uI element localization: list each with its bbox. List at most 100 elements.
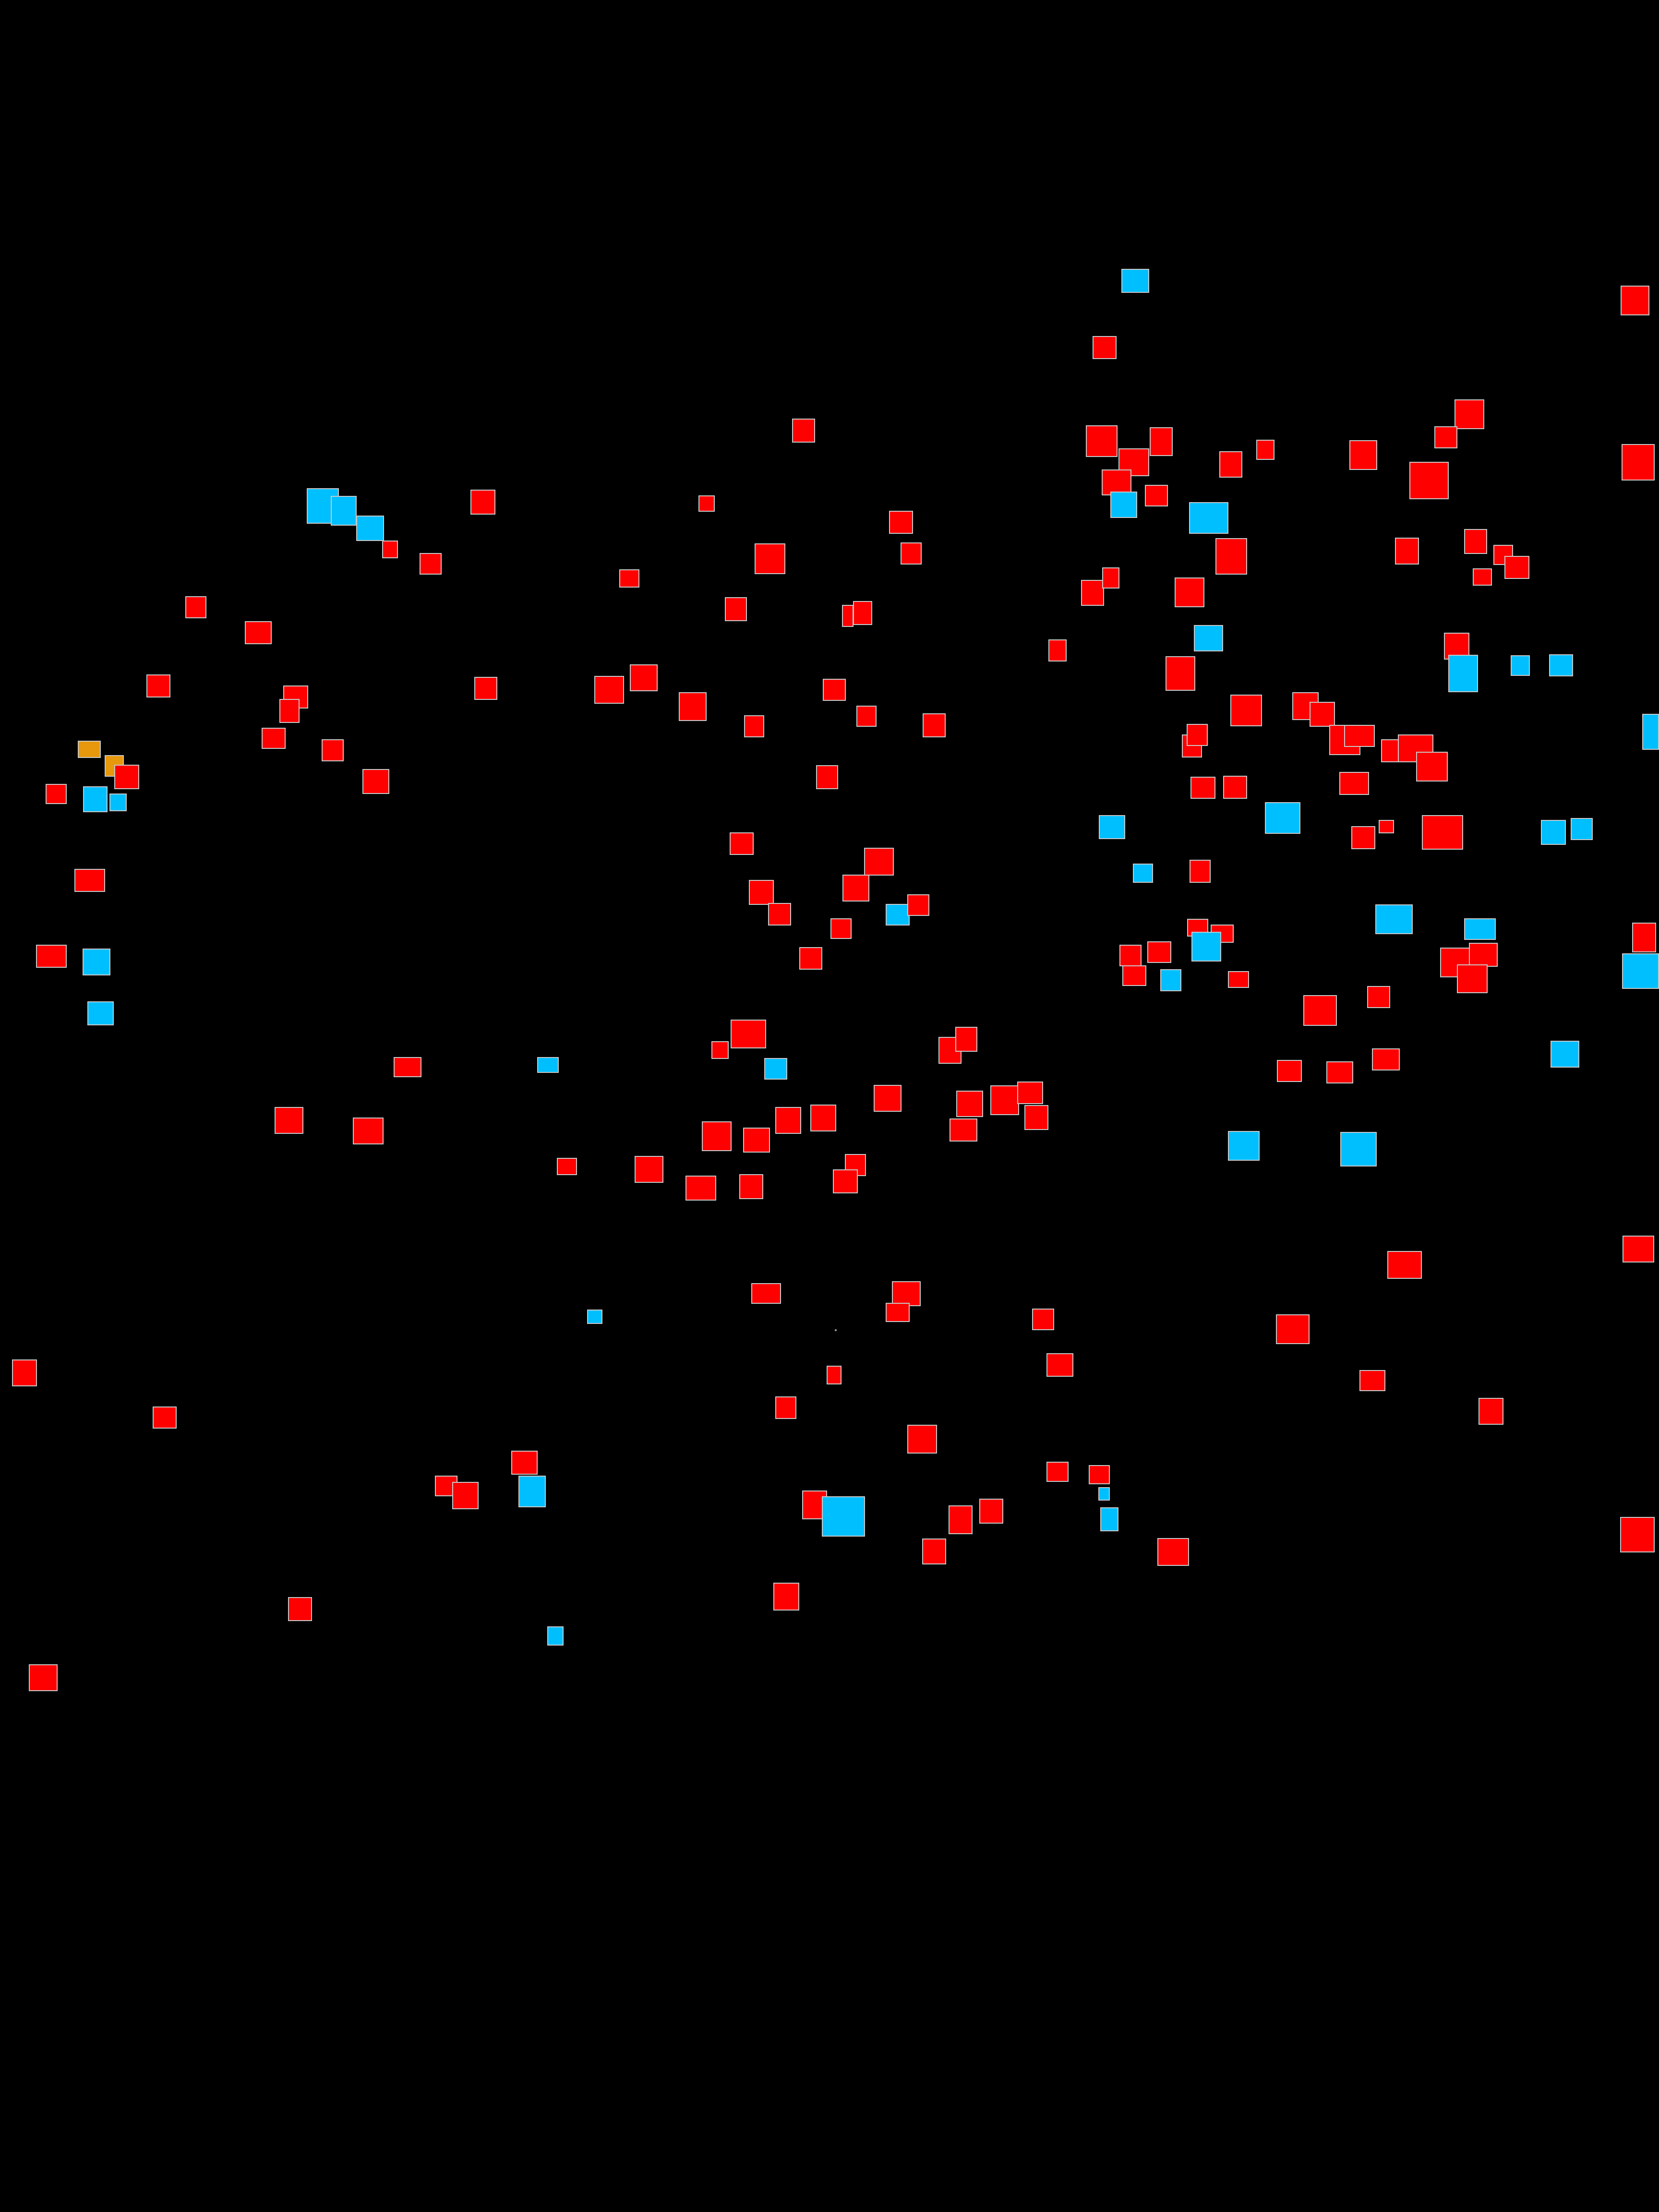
- red-detection-box: [1367, 986, 1390, 1008]
- red-detection-box: [382, 541, 398, 558]
- red-detection-box: [394, 1057, 421, 1077]
- red-detection-box: [679, 692, 707, 721]
- red-detection-box: [1230, 695, 1262, 726]
- red-detection-box: [1190, 860, 1211, 883]
- cyan-detection-box: [1571, 818, 1593, 840]
- red-detection-box: [146, 674, 170, 697]
- red-detection-box: [1175, 577, 1204, 607]
- red-detection-box: [288, 1597, 312, 1621]
- red-detection-box: [755, 543, 785, 574]
- red-detection-box: [353, 1118, 384, 1144]
- red-detection-box: [275, 1107, 303, 1134]
- red-detection-box: [1086, 425, 1118, 457]
- red-detection-box: [557, 1158, 577, 1175]
- cyan-detection-box: [1100, 1507, 1118, 1531]
- cyan-detection-box: [1189, 502, 1228, 534]
- red-detection-box: [1464, 529, 1487, 554]
- red-detection-box: [979, 1499, 1003, 1524]
- cyan-detection-box: [83, 949, 110, 975]
- red-detection-box: [511, 1451, 538, 1475]
- red-detection-box: [827, 1366, 842, 1384]
- red-detection-box: [901, 542, 922, 565]
- red-detection-box: [1469, 943, 1498, 967]
- red-detection-box: [1504, 556, 1529, 579]
- red-detection-box: [1046, 1462, 1069, 1482]
- red-detection-box: [1395, 538, 1419, 565]
- red-detection-box: [153, 1407, 177, 1429]
- red-detection-box: [1622, 444, 1655, 481]
- red-detection-box: [1351, 826, 1375, 849]
- red-detection-box: [1187, 724, 1208, 746]
- red-detection-box: [990, 1085, 1019, 1115]
- cyan-detection-box: [1448, 655, 1478, 692]
- red-detection-box: [744, 715, 764, 737]
- red-detection-box: [1157, 1538, 1189, 1566]
- red-detection-box: [1024, 1105, 1048, 1130]
- red-detection-box: [1303, 995, 1337, 1026]
- red-detection-box: [1276, 1314, 1310, 1344]
- red-detection-box: [768, 903, 791, 926]
- cyan-detection-box: [87, 1001, 114, 1025]
- red-detection-box: [1147, 941, 1171, 963]
- red-detection-box: [470, 490, 495, 515]
- cyan-detection-box: [1642, 714, 1659, 750]
- red-detection-box: [1473, 568, 1492, 586]
- red-detection-box: [1479, 1398, 1503, 1425]
- red-detection-box: [842, 605, 854, 627]
- red-detection-box: [1379, 820, 1394, 833]
- red-detection-box: [775, 1107, 801, 1134]
- red-detection-box: [1032, 1309, 1054, 1330]
- red-detection-box: [907, 1425, 937, 1454]
- red-detection-box: [1166, 656, 1195, 691]
- red-detection-box: [630, 664, 658, 691]
- red-detection-box: [46, 784, 67, 804]
- red-detection-box: [886, 1303, 910, 1322]
- red-detection-box: [775, 1396, 796, 1419]
- red-detection-box: [1102, 567, 1119, 589]
- red-detection-box: [739, 1174, 763, 1199]
- cyan-detection-box: [587, 1310, 602, 1324]
- red-detection-box: [1620, 1517, 1655, 1552]
- red-detection-box: [907, 894, 929, 916]
- red-detection-box: [1372, 1048, 1400, 1070]
- cyan-detection-box: [1110, 492, 1137, 518]
- red-detection-box: [1326, 1061, 1353, 1083]
- orange-detection-box: [78, 741, 101, 758]
- red-detection-box: [594, 676, 624, 704]
- red-detection-box: [810, 1105, 836, 1131]
- red-detection-box: [322, 739, 344, 761]
- red-detection-box: [1310, 702, 1335, 727]
- red-detection-box: [864, 848, 894, 876]
- cyan-detection-box: [109, 793, 127, 811]
- cyan-detection-box: [822, 1496, 865, 1537]
- red-detection-box: [1339, 772, 1369, 795]
- cyan-detection-box: [356, 516, 384, 541]
- red-detection-box: [922, 1539, 946, 1564]
- cyan-detection-box: [764, 1058, 787, 1080]
- red-detection-box: [474, 677, 497, 700]
- red-detection-box: [950, 1118, 977, 1142]
- red-detection-box: [1434, 426, 1457, 448]
- red-detection-box: [725, 597, 747, 621]
- red-detection-box: [1409, 462, 1449, 499]
- red-detection-box: [1150, 427, 1173, 456]
- cyan-detection-box: [1340, 1132, 1377, 1166]
- red-detection-box: [773, 1583, 799, 1611]
- red-detection-box: [1219, 451, 1242, 478]
- cyan-detection-box: [1549, 654, 1573, 676]
- red-detection-box: [1017, 1082, 1043, 1104]
- red-detection-box: [853, 601, 872, 625]
- red-detection-box: [830, 918, 852, 939]
- red-detection-box: [1349, 440, 1377, 470]
- red-detection-box: [1046, 1353, 1073, 1377]
- red-detection-box: [816, 765, 838, 789]
- cyan-detection-box: [1121, 269, 1149, 293]
- red-detection-box: [1102, 469, 1131, 495]
- red-detection-box: [685, 1176, 716, 1201]
- red-detection-box: [362, 769, 389, 794]
- red-detection-box: [1422, 815, 1463, 850]
- red-detection-box: [1621, 286, 1649, 315]
- red-detection-box: [923, 713, 946, 737]
- red-detection-box: [751, 1283, 781, 1304]
- red-detection-box: [74, 869, 105, 892]
